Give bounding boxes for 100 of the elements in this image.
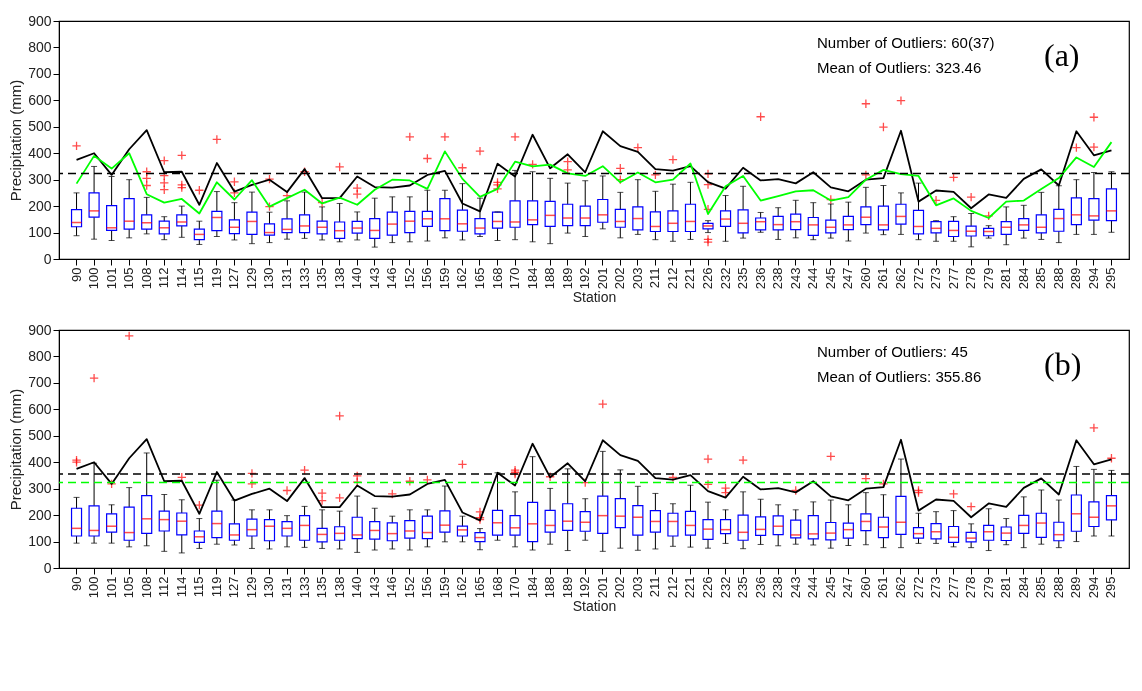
x-tick-label: 245 xyxy=(822,576,838,599)
x-tick-label: 170 xyxy=(507,267,523,290)
x-tick-label: 278 xyxy=(963,267,979,290)
x-tick-label: 262 xyxy=(892,267,908,290)
x-tick-label: 189 xyxy=(559,576,575,599)
x-tick-label: 131 xyxy=(279,267,295,290)
x-tick-label: 146 xyxy=(384,576,400,599)
x-tick-label: 288 xyxy=(1050,576,1066,599)
annotation: (a) xyxy=(1044,37,1080,73)
x-tick-label: 281 xyxy=(998,267,1014,290)
x-tick-label: 284 xyxy=(1015,576,1031,599)
x-tick-label: 212 xyxy=(664,267,680,290)
x-tick-label: 284 xyxy=(1015,267,1031,290)
x-tick-label: 202 xyxy=(612,576,628,599)
x-tick-label: 135 xyxy=(314,576,330,599)
y-tick-label: 0 xyxy=(43,250,52,267)
y-tick-label: 700 xyxy=(28,374,52,391)
x-tick-label: 133 xyxy=(296,576,312,599)
x-tick-label: 101 xyxy=(103,576,119,599)
y-tick-label: 600 xyxy=(28,400,52,417)
x-tick-label: 112 xyxy=(156,576,172,598)
x-tick-label: 288 xyxy=(1050,267,1066,290)
x-tick-label: 221 xyxy=(682,576,698,599)
x-tick-label: 201 xyxy=(594,267,610,290)
y-tick-label: 100 xyxy=(28,224,52,241)
x-tick-label: 236 xyxy=(752,576,768,599)
x-tick-label: 279 xyxy=(980,267,996,290)
x-tick-label: 235 xyxy=(735,267,751,290)
x-tick-label: 184 xyxy=(524,576,540,599)
x-tick-label: 294 xyxy=(1085,576,1101,599)
x-tick-label: 189 xyxy=(559,267,575,290)
x-tick-label: 159 xyxy=(436,267,452,290)
y-tick-label: 200 xyxy=(28,197,52,214)
y-tick-label: 300 xyxy=(28,171,52,188)
x-tick-label: 272 xyxy=(910,576,926,599)
x-tick-label: 90 xyxy=(68,576,84,591)
x-tick-label: 281 xyxy=(998,576,1014,599)
x-tick-label: 108 xyxy=(138,576,154,599)
y-tick-label: 900 xyxy=(28,321,52,338)
x-tick-label: 168 xyxy=(489,576,505,599)
x-tick-label: 165 xyxy=(471,267,487,290)
x-tick-label: 127 xyxy=(226,576,242,599)
x-tick-label: 244 xyxy=(805,576,821,599)
x-tick-label: 192 xyxy=(577,576,593,599)
x-tick-label: 114 xyxy=(173,576,189,598)
y-tick-label: 900 xyxy=(28,12,52,29)
x-tick-label: 108 xyxy=(138,267,154,290)
x-tick-label: 115 xyxy=(191,576,207,598)
y-tick-label: 700 xyxy=(28,65,52,82)
x-tick-label: 203 xyxy=(629,576,645,599)
y-tick-label: 200 xyxy=(28,506,52,523)
x-tick-label: 130 xyxy=(261,267,277,290)
x-tick-label: 192 xyxy=(577,267,593,290)
x-tick-label: 162 xyxy=(454,576,470,599)
x-tick-label: 235 xyxy=(735,576,751,599)
x-tick-label: 188 xyxy=(542,267,558,290)
x-tick-label: 295 xyxy=(1103,576,1119,599)
x-tick-label: 261 xyxy=(875,267,891,290)
x-tick-label: 162 xyxy=(454,267,470,290)
annotation: Number of Outliers: 60(37) xyxy=(817,34,995,51)
x-tick-label: 114 xyxy=(173,267,189,289)
annotation: Mean of Outliers: 355.86 xyxy=(817,368,982,385)
y-tick-label: 400 xyxy=(28,453,52,470)
x-tick-label: 131 xyxy=(279,576,295,599)
x-tick-label: 278 xyxy=(963,576,979,599)
x-tick-label: 152 xyxy=(401,267,417,290)
x-tick-label: 285 xyxy=(1033,576,1049,599)
x-tick-label: 212 xyxy=(664,576,680,599)
y-tick-label: 400 xyxy=(28,144,52,161)
x-tick-label: 156 xyxy=(419,267,435,290)
x-tick-label: 260 xyxy=(857,267,873,290)
x-tick-label: 100 xyxy=(86,576,102,599)
x-tick-label: 236 xyxy=(752,267,768,290)
x-tick-label: 159 xyxy=(436,576,452,599)
x-tick-label: 277 xyxy=(945,267,961,290)
x-tick-label: 105 xyxy=(121,576,137,599)
x-tick-label: 140 xyxy=(349,267,365,290)
x-tick-label: 115 xyxy=(191,267,207,289)
x-tick-label: 247 xyxy=(840,576,856,599)
line-series xyxy=(75,141,1113,219)
y-tick-label: 600 xyxy=(28,91,52,108)
x-tick-label: 143 xyxy=(366,576,382,599)
x-tick-label: 232 xyxy=(717,267,733,290)
x-tick-label: 112 xyxy=(156,267,172,289)
x-tick-label: 188 xyxy=(542,576,558,599)
x-tick-label: 279 xyxy=(980,576,996,599)
x-tick-label: 243 xyxy=(787,267,803,290)
annotation: Mean of Outliers: 323.46 xyxy=(817,59,982,76)
x-tick-label: 244 xyxy=(805,267,821,290)
x-tick-label: 156 xyxy=(419,576,435,599)
x-tick-label: 165 xyxy=(471,576,487,599)
x-tick-label: 105 xyxy=(121,267,137,290)
x-tick-label: 289 xyxy=(1068,576,1084,599)
x-tick-label: 170 xyxy=(507,576,523,599)
x-axis-title: Station xyxy=(572,598,617,615)
x-tick-label: 201 xyxy=(594,576,610,599)
x-tick-label: 245 xyxy=(822,267,838,290)
x-tick-label: 211 xyxy=(647,576,663,598)
x-tick-label: 138 xyxy=(331,267,347,290)
x-tick-label: 238 xyxy=(770,576,786,599)
